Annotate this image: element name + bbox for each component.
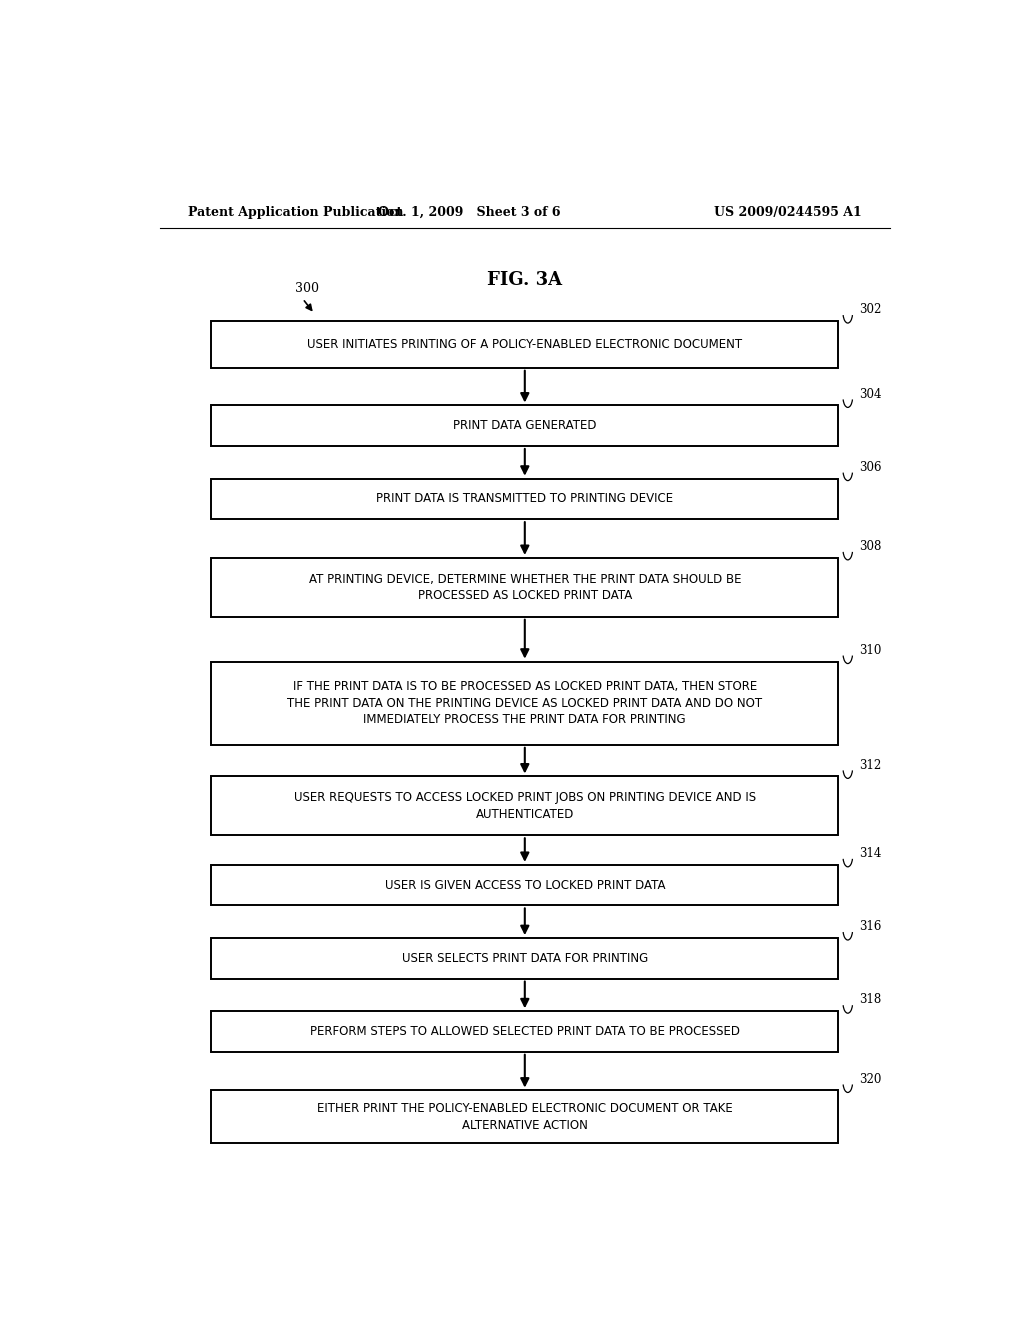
- Text: USER SELECTS PRINT DATA FOR PRINTING: USER SELECTS PRINT DATA FOR PRINTING: [401, 952, 648, 965]
- Text: Patent Application Publication: Patent Application Publication: [187, 206, 403, 219]
- Text: 306: 306: [859, 461, 882, 474]
- Text: PRINT DATA GENERATED: PRINT DATA GENERATED: [453, 420, 597, 432]
- Text: USER INITIATES PRINTING OF A POLICY-ENABLED ELECTRONIC DOCUMENT: USER INITIATES PRINTING OF A POLICY-ENAB…: [307, 338, 742, 351]
- Bar: [211, 405, 839, 446]
- Bar: [211, 321, 839, 368]
- Text: PRINT DATA IS TRANSMITTED TO PRINTING DEVICE: PRINT DATA IS TRANSMITTED TO PRINTING DE…: [376, 492, 674, 506]
- Text: PERFORM STEPS TO ALLOWED SELECTED PRINT DATA TO BE PROCESSED: PERFORM STEPS TO ALLOWED SELECTED PRINT …: [310, 1026, 739, 1038]
- Text: 316: 316: [859, 920, 882, 933]
- Bar: [211, 1011, 839, 1052]
- Text: US 2009/0244595 A1: US 2009/0244595 A1: [715, 206, 862, 219]
- Bar: [211, 558, 839, 616]
- Text: IF THE PRINT DATA IS TO BE PROCESSED AS LOCKED PRINT DATA, THEN STORE
THE PRINT : IF THE PRINT DATA IS TO BE PROCESSED AS …: [288, 680, 762, 726]
- Text: Oct. 1, 2009   Sheet 3 of 6: Oct. 1, 2009 Sheet 3 of 6: [378, 206, 560, 219]
- Bar: [211, 865, 839, 906]
- Bar: [211, 661, 839, 744]
- Text: 308: 308: [859, 540, 882, 553]
- Text: 304: 304: [859, 388, 882, 401]
- Text: USER IS GIVEN ACCESS TO LOCKED PRINT DATA: USER IS GIVEN ACCESS TO LOCKED PRINT DAT…: [385, 879, 665, 891]
- Text: AT PRINTING DEVICE, DETERMINE WHETHER THE PRINT DATA SHOULD BE
PROCESSED AS LOCK: AT PRINTING DEVICE, DETERMINE WHETHER TH…: [308, 573, 741, 602]
- Text: 314: 314: [859, 847, 882, 861]
- Text: 300: 300: [295, 282, 318, 294]
- Text: USER REQUESTS TO ACCESS LOCKED PRINT JOBS ON PRINTING DEVICE AND IS
AUTHENTICATE: USER REQUESTS TO ACCESS LOCKED PRINT JOB…: [294, 791, 756, 821]
- Text: 312: 312: [859, 759, 882, 772]
- Text: FIG. 3A: FIG. 3A: [487, 272, 562, 289]
- Text: 320: 320: [859, 1073, 882, 1086]
- Bar: [211, 939, 839, 978]
- Text: EITHER PRINT THE POLICY-ENABLED ELECTRONIC DOCUMENT OR TAKE
ALTERNATIVE ACTION: EITHER PRINT THE POLICY-ENABLED ELECTRON…: [316, 1102, 733, 1131]
- Text: 302: 302: [859, 304, 882, 317]
- Text: 310: 310: [859, 644, 882, 657]
- Bar: [211, 776, 839, 836]
- Bar: [211, 1090, 839, 1143]
- Text: 318: 318: [859, 994, 882, 1006]
- Bar: [211, 479, 839, 519]
